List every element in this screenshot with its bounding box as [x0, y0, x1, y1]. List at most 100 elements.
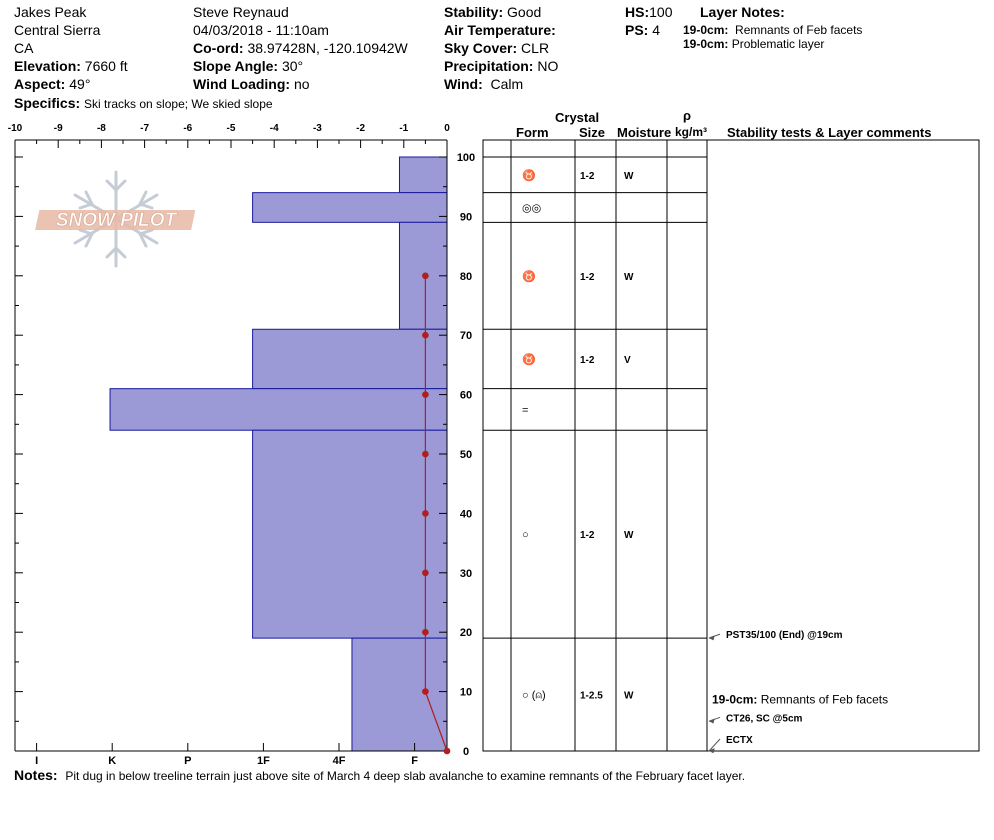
layer-moisture: W — [624, 530, 634, 541]
hardness-bar — [252, 429, 448, 639]
wind: Wind: Calm — [444, 76, 523, 92]
layer-note-1-depth: 19-0cm: — [683, 23, 729, 37]
height-label: 0 — [463, 746, 469, 758]
wind-value: Calm — [490, 76, 524, 92]
sky-label: Sky Cover: — [444, 40, 518, 56]
layer-form: = — [522, 404, 528, 416]
logo-banner — [35, 210, 196, 230]
layer-note-1: 19-0cm: Remnants of Feb facets — [683, 23, 862, 37]
notes-value: Pit dug in below treeline terrain just a… — [65, 769, 746, 783]
layer-note-2-text: Problematic layer — [731, 37, 825, 51]
elevation-label: Elevation: — [14, 58, 81, 74]
layer-notes-label: Layer Notes: — [700, 4, 785, 20]
height-label: 70 — [460, 330, 472, 342]
top-tick-label: -4 — [270, 123, 279, 134]
datetime: 04/03/2018 - 11:10am — [193, 22, 329, 38]
layer-note-2-depth: 19-0cm: — [683, 37, 729, 51]
sky-cover: Sky Cover: CLR — [444, 40, 549, 56]
bottom-tick-label: 4F — [333, 755, 346, 767]
slope-value: 30° — [281, 58, 304, 74]
slope-label: Slope Angle: — [193, 58, 279, 74]
sky-value: CLR — [521, 40, 550, 56]
precipitation: Precipitation: NO — [444, 58, 558, 74]
logo-text: SNOW PILOT — [56, 210, 178, 231]
layer-comment-text: Remnants of Feb facets — [761, 693, 888, 707]
height-label: 60 — [460, 390, 472, 402]
temperature-point — [422, 688, 429, 695]
bottom-tick-label: F — [411, 755, 418, 767]
coord-value: 38.97428N, -120.10942W — [247, 40, 408, 56]
hardness-bar — [252, 192, 448, 223]
bottom-tick-label: P — [184, 755, 191, 767]
precip-label: Precipitation: — [444, 58, 534, 74]
layer-moisture: W — [624, 171, 634, 182]
location: Jakes Peak — [14, 4, 87, 20]
top-tick-label: -3 — [313, 123, 322, 134]
col-density: kg/m³ — [675, 125, 708, 139]
layer-note-2: 19-0cm: Problematic layer — [683, 37, 824, 51]
layer-form: ○ (⍝) — [522, 690, 546, 702]
height-label: 90 — [460, 211, 472, 223]
temperature-point — [422, 628, 429, 636]
coord: Co-ord: 38.97428N, -120.10942W — [193, 40, 408, 56]
layer-form: ♉ — [522, 169, 536, 182]
layer-form: ○ — [522, 529, 529, 541]
layer-comment-depth: 19-0cm: — [712, 693, 761, 707]
top-tick-label: -8 — [97, 123, 106, 134]
specifics-label: Specifics: — [14, 95, 81, 111]
observer: Steve Reynaud — [193, 4, 289, 20]
specifics: Specifics: Ski tracks on slope; We skied… — [14, 95, 273, 112]
top-tick-label: -10 — [8, 123, 23, 134]
temperature-point — [422, 331, 429, 339]
wind-loading: Wind Loading: no — [193, 76, 310, 92]
layer-form: ♉ — [522, 270, 536, 283]
layer-size: 1-2 — [580, 530, 595, 541]
stability-test: PST35/100 (End) @19cm — [726, 630, 843, 641]
temperature-point — [422, 450, 429, 458]
layer-form: ◎◎ — [522, 202, 541, 214]
layer-moisture: V — [624, 355, 631, 366]
wind-loading-value: no — [293, 76, 310, 92]
height-label: 30 — [460, 568, 472, 580]
wind-loading-label: Wind Loading: — [193, 76, 291, 92]
top-tick-label: -6 — [183, 123, 192, 134]
air-temp-label: Air Temperature: — [444, 22, 556, 38]
col-rho: ρ — [683, 108, 692, 123]
layer-size: 1-2 — [580, 171, 595, 182]
layer-size: 1-2.5 — [580, 691, 603, 702]
layer-size: 1-2 — [580, 272, 595, 283]
range: Central Sierra — [14, 22, 101, 38]
height-label: 100 — [457, 152, 475, 164]
layer-form: ♉ — [522, 353, 536, 366]
hardness-bar — [351, 637, 448, 752]
col-stability: Stability tests & Layer comments — [727, 125, 932, 140]
ps-value: 4 — [652, 22, 661, 38]
bottom-tick-label: K — [108, 755, 116, 767]
hardness-bar — [398, 156, 448, 194]
aspect-label: Aspect: — [14, 76, 66, 92]
hs-label: HS: — [625, 4, 650, 20]
hs-value: 100 — [649, 4, 673, 20]
top-tick-label: -9 — [54, 123, 63, 134]
stability-arrow — [708, 738, 721, 752]
layer-comment: 19-0cm: Remnants of Feb facets — [712, 693, 888, 707]
top-tick-label: -1 — [399, 123, 408, 134]
layer-table-frame — [482, 139, 980, 752]
stability-test: ECTX — [726, 735, 753, 746]
height-label: 10 — [460, 687, 472, 699]
height-label: 80 — [460, 271, 472, 283]
stability-arrowhead — [708, 718, 715, 724]
temperature-point — [422, 272, 429, 280]
height-label: 20 — [460, 627, 472, 639]
temperature-point — [422, 569, 429, 577]
aspect-value: 49° — [69, 76, 91, 92]
aspect: Aspect: 49° — [14, 76, 90, 92]
hardness-bar — [109, 388, 448, 431]
coord-label: Co-ord: — [193, 40, 244, 56]
ps-label: PS: — [625, 22, 649, 38]
bottom-tick-label: 1F — [257, 755, 270, 767]
stability-label: Stability: — [444, 4, 504, 20]
height-label: 50 — [460, 449, 472, 461]
layer-size: 1-2 — [580, 355, 595, 366]
specifics-value: Ski tracks on slope; We skied slope — [84, 97, 273, 111]
